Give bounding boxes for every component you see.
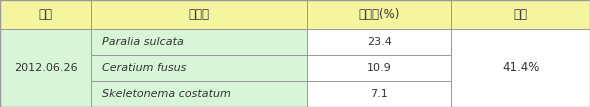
Bar	[91, 29, 307, 55]
Bar	[0, 0, 91, 29]
Text: 우점종: 우점종	[189, 8, 209, 21]
Text: Skeletonema costatum: Skeletonema costatum	[102, 89, 231, 99]
Bar	[307, 55, 451, 81]
Bar	[307, 0, 451, 29]
Text: 우점율(%): 우점율(%)	[358, 8, 400, 21]
Text: 7.1: 7.1	[370, 89, 388, 99]
Text: 2012.06.26: 2012.06.26	[14, 63, 77, 73]
Text: Ceratium fusus: Ceratium fusus	[102, 63, 186, 73]
Bar	[91, 0, 307, 29]
Bar	[307, 81, 451, 107]
Text: Paralia sulcata: Paralia sulcata	[102, 37, 184, 47]
Text: 일시: 일시	[39, 8, 53, 21]
Bar	[307, 29, 451, 55]
Text: 41.4%: 41.4%	[502, 61, 539, 74]
Bar	[451, 0, 590, 29]
Bar	[0, 29, 91, 107]
Bar	[91, 55, 307, 81]
Text: 10.9: 10.9	[367, 63, 391, 73]
Bar	[451, 29, 590, 107]
Text: 비고: 비고	[514, 8, 527, 21]
Text: 23.4: 23.4	[366, 37, 392, 47]
Bar	[91, 81, 307, 107]
